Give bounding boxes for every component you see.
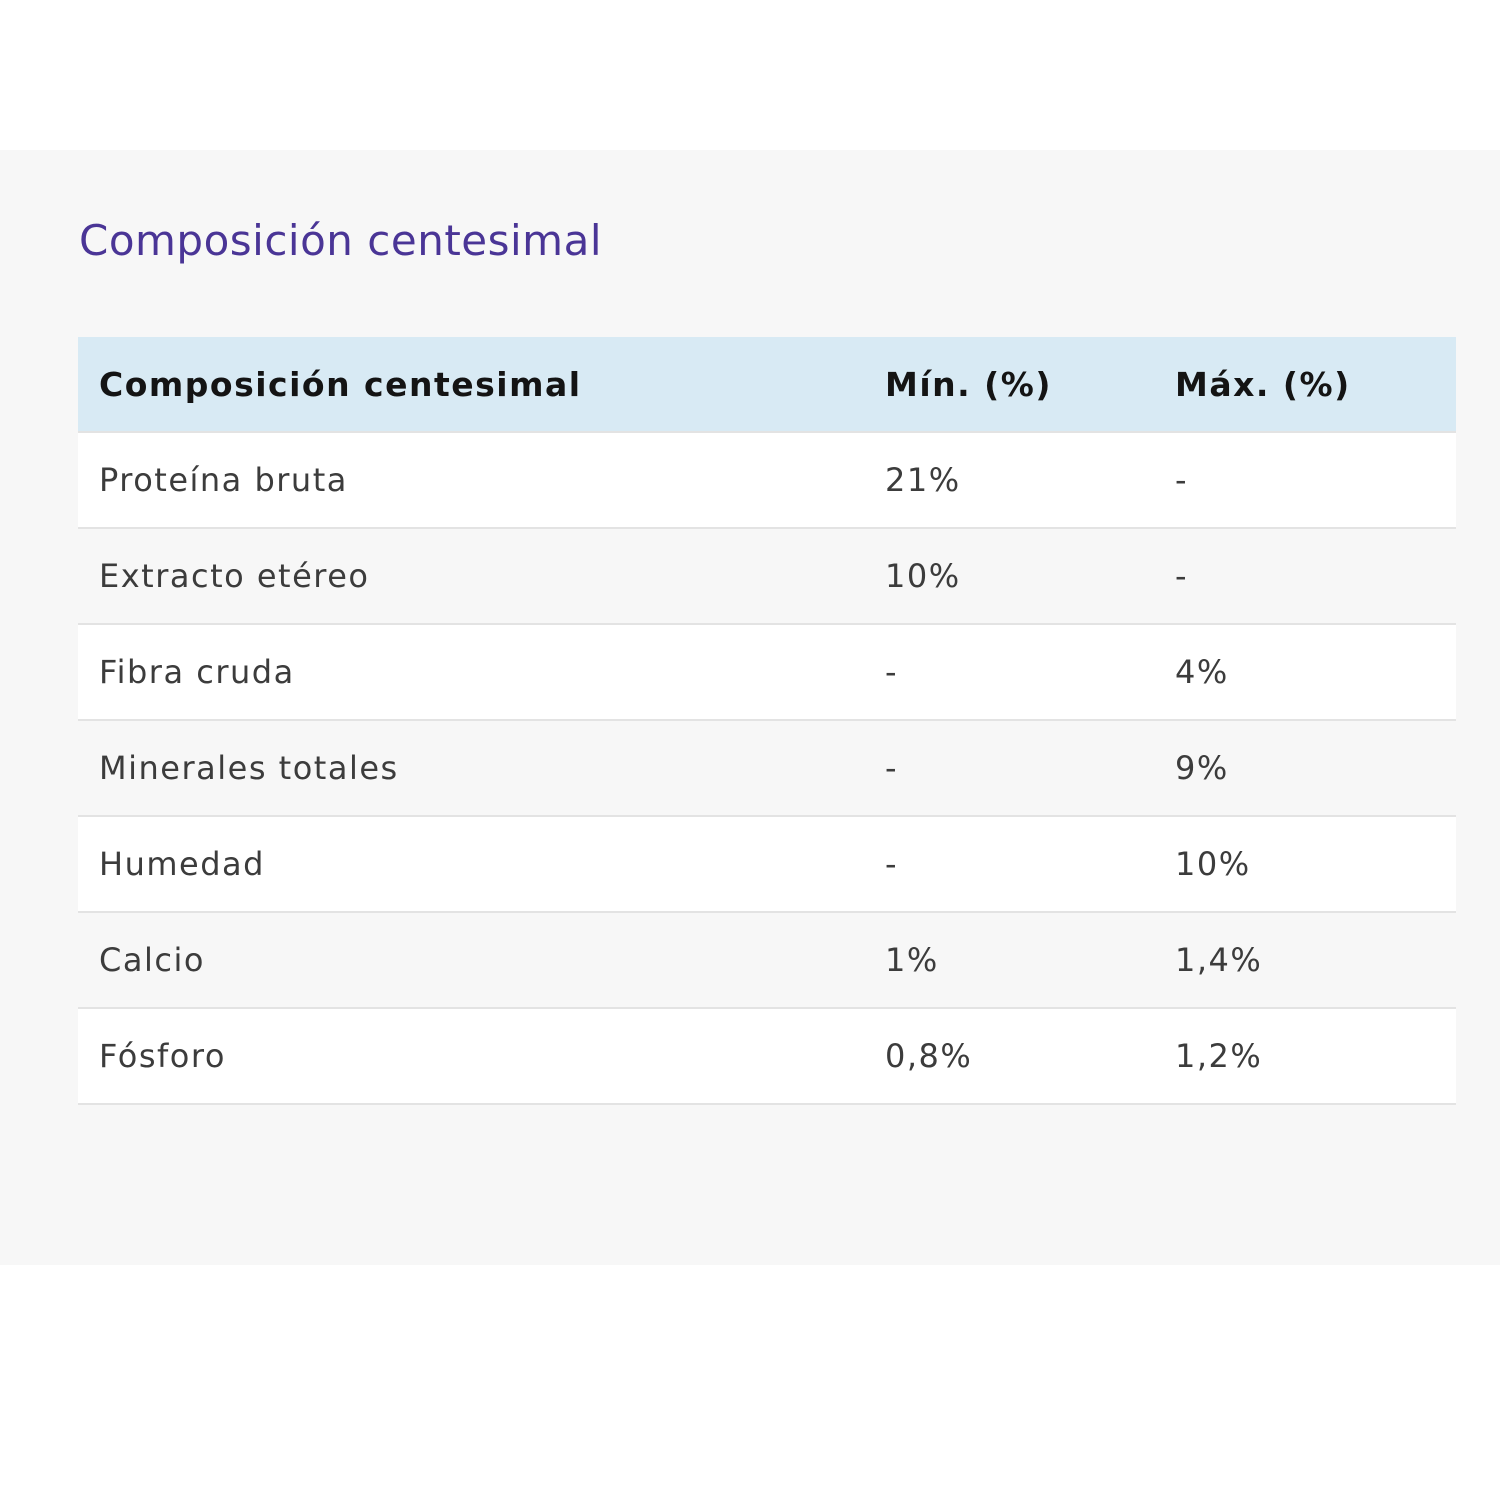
component-name: Humedad <box>78 816 878 913</box>
min-value: - <box>878 624 1168 721</box>
min-value: - <box>878 816 1168 913</box>
min-value: - <box>878 720 1168 817</box>
max-value: 4% <box>1168 624 1456 721</box>
component-name: Fibra cruda <box>78 624 878 721</box>
max-value: 1,2% <box>1168 1008 1456 1105</box>
component-name: Proteína bruta <box>78 432 878 529</box>
component-name: Calcio <box>78 912 878 1009</box>
min-value: 0,8% <box>878 1008 1168 1105</box>
table-row: Extracto etéreo 10% - <box>78 528 1456 625</box>
min-value: 1% <box>878 912 1168 1009</box>
table-row: Humedad - 10% <box>78 816 1456 913</box>
column-header-min: Mín. (%) <box>878 337 1168 433</box>
max-value: - <box>1168 528 1456 625</box>
max-value: - <box>1168 432 1456 529</box>
section-title: Composición centesimal <box>79 216 602 265</box>
component-name: Minerales totales <box>78 720 878 817</box>
composition-table: Composición centesimal Mín. (%) Máx. (%)… <box>78 337 1456 1105</box>
component-name: Fósforo <box>78 1008 878 1105</box>
max-value: 9% <box>1168 720 1456 817</box>
table-row: Fibra cruda - 4% <box>78 624 1456 721</box>
table-header-row: Composición centesimal Mín. (%) Máx. (%) <box>78 337 1456 433</box>
max-value: 1,4% <box>1168 912 1456 1009</box>
table-row: Calcio 1% 1,4% <box>78 912 1456 1009</box>
component-name: Extracto etéreo <box>78 528 878 625</box>
max-value: 10% <box>1168 816 1456 913</box>
min-value: 10% <box>878 528 1168 625</box>
table-row: Fósforo 0,8% 1,2% <box>78 1008 1456 1105</box>
table-row: Minerales totales - 9% <box>78 720 1456 817</box>
min-value: 21% <box>878 432 1168 529</box>
table-row: Proteína bruta 21% - <box>78 432 1456 529</box>
column-header-max: Máx. (%) <box>1168 337 1456 433</box>
column-header-component: Composición centesimal <box>78 337 878 433</box>
